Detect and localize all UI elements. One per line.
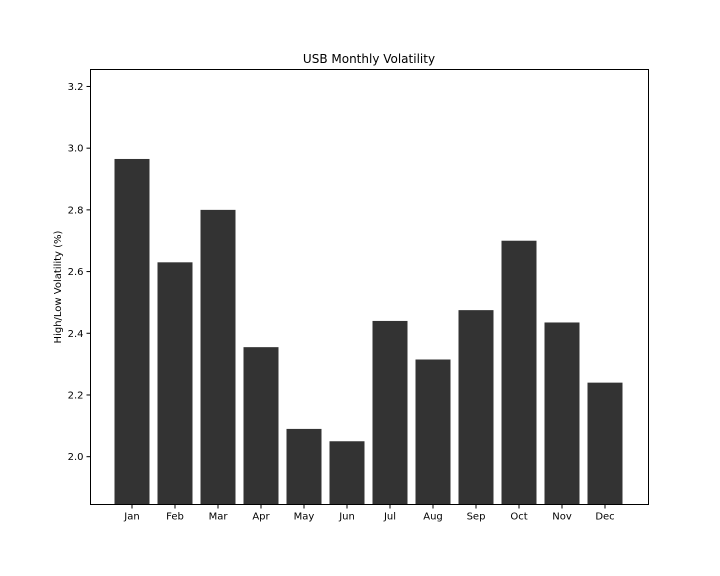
bar-dec [587,382,623,505]
x-tick-label: Jun [338,512,355,523]
bar-jan [114,158,150,505]
bar-may [286,428,322,505]
y-axis-label: High/Low Volatility (%) [53,230,64,343]
x-tick-label: Jan [123,512,139,523]
y-tick-label: 2.0 [68,452,84,463]
x-tick-label: Sep [467,512,486,523]
x-tick-label: May [294,512,315,523]
bar-sep [458,310,494,505]
bar-feb [157,262,193,505]
y-axis: 2.0 2.2 2.4 2.6 2.8 3.0 3.2 [68,82,91,463]
x-tick-label: Aug [423,512,443,523]
y-tick-label: 2.4 [68,329,84,340]
x-tick-label: Jul [383,512,396,523]
bars-group [114,158,623,505]
x-tick-label: Apr [252,512,270,523]
y-tick-label: 2.8 [68,205,84,216]
bar-aug [415,359,451,505]
x-tick-label: Mar [209,512,229,523]
plot-frame [90,69,649,505]
chart-title: USB Monthly Volatility [303,52,435,66]
bar-apr [243,347,279,505]
bar-nov [544,322,580,505]
bar-jun [329,441,365,505]
x-axis: Jan Feb Mar Apr May Jun Jul Aug Sep Oct Nov Dec [123,504,615,523]
x-tick-label: Dec [595,512,614,523]
y-tick-label: 2.6 [68,267,84,278]
x-tick-label: Oct [510,512,527,523]
y-tick-label: 3.2 [68,82,84,93]
bar-oct [501,240,537,505]
y-tick-label: 2.2 [68,390,84,401]
y-tick-label: 3.0 [68,144,84,155]
x-tick-label: Feb [166,512,184,523]
bar-jul [372,320,408,505]
bar-mar [200,209,236,505]
x-tick-label: Nov [552,512,572,523]
